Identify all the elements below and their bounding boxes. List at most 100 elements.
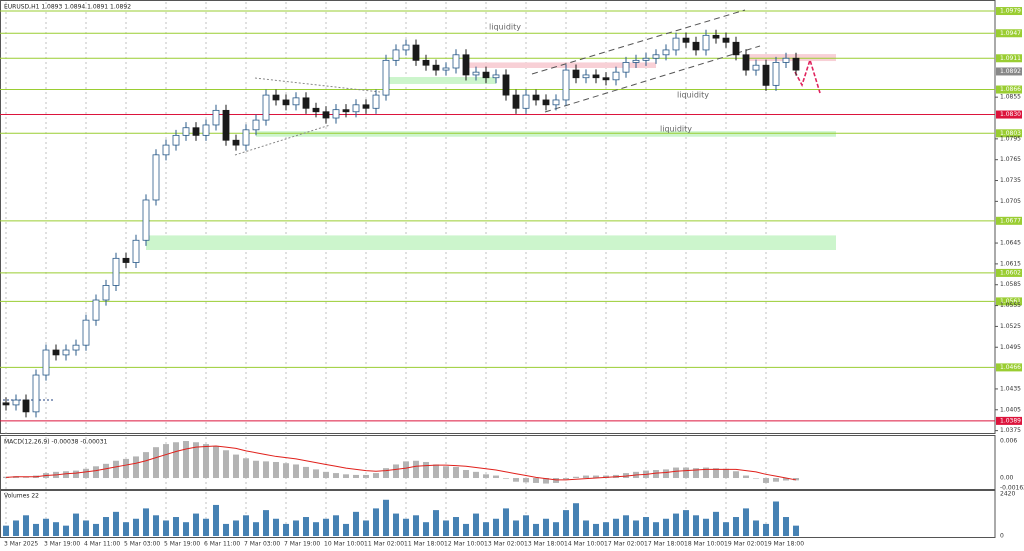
volume-bar bbox=[473, 513, 479, 536]
candle-body bbox=[102, 285, 110, 301]
volume-bar bbox=[203, 518, 209, 536]
candle-body bbox=[632, 59, 640, 63]
candle-body bbox=[612, 71, 620, 81]
y-tick-label: 0.00 bbox=[1000, 475, 1014, 482]
chart-title: EURUSD,H1 1.0893 1.0894 1.0891 1.0892 bbox=[4, 4, 131, 11]
volume-bar bbox=[403, 518, 409, 536]
x-tick-label: 5 Mar 19:00 bbox=[164, 541, 200, 548]
volume-bar bbox=[393, 513, 399, 536]
candle-body bbox=[582, 74, 590, 79]
volume-bar bbox=[753, 520, 759, 536]
macd-bar bbox=[353, 474, 359, 479]
macd-bar bbox=[543, 478, 549, 484]
volume-bar bbox=[663, 518, 669, 536]
x-tick-label: 11 Mar 02:00 bbox=[364, 541, 404, 548]
macd-bar bbox=[223, 450, 229, 479]
volume-bar bbox=[153, 515, 159, 536]
candle-body bbox=[422, 59, 430, 66]
volume-bar bbox=[783, 517, 789, 536]
macd-bar bbox=[453, 466, 459, 479]
candle-body bbox=[232, 139, 240, 146]
x-tick-label: 5 Mar 03:00 bbox=[124, 541, 160, 548]
level-label: 1.0389 bbox=[1000, 417, 1021, 424]
candle-body bbox=[332, 109, 340, 119]
zone bbox=[256, 131, 836, 137]
macd-bar bbox=[463, 470, 469, 479]
volume-bar bbox=[333, 515, 339, 536]
macd-bar bbox=[283, 463, 289, 479]
volume-bar bbox=[713, 511, 719, 536]
y-tick-label: 1.0855 bbox=[1000, 94, 1021, 101]
x-tick-label: 19 Mar 02:00 bbox=[724, 541, 764, 548]
volume-bar bbox=[673, 513, 679, 536]
volume-bar bbox=[53, 522, 59, 536]
current-price-box bbox=[996, 67, 1022, 76]
candle-body bbox=[312, 107, 320, 113]
volume-bar bbox=[633, 520, 639, 536]
candle-body bbox=[742, 54, 750, 71]
volume-panel-border bbox=[0, 490, 996, 538]
macd-bar bbox=[573, 476, 579, 479]
macd-bar bbox=[23, 477, 29, 479]
candle-body bbox=[692, 41, 700, 51]
candle-body bbox=[452, 54, 460, 69]
candle-body bbox=[552, 99, 560, 106]
macd-bar bbox=[433, 464, 439, 479]
macd-bar bbox=[333, 473, 339, 479]
x-tick-label: 19 Mar 18:00 bbox=[764, 541, 804, 548]
volume-bar bbox=[183, 522, 189, 536]
candle-body bbox=[112, 257, 120, 286]
level-label: 1.0677 bbox=[1000, 217, 1021, 224]
candle-body bbox=[72, 344, 80, 351]
volume-bar bbox=[233, 520, 239, 536]
macd-bar bbox=[713, 468, 719, 479]
macd-bar bbox=[423, 461, 429, 479]
volume-bar bbox=[423, 522, 429, 536]
volume-bar bbox=[43, 518, 49, 536]
candle-body bbox=[522, 94, 530, 109]
candle-body bbox=[92, 299, 100, 321]
macd-bar bbox=[63, 471, 69, 479]
candle-body bbox=[642, 57, 650, 61]
macd-panel-border bbox=[0, 435, 996, 490]
volume-bar bbox=[3, 525, 9, 536]
volume-bar bbox=[63, 525, 69, 536]
volume-bar bbox=[73, 513, 79, 536]
volume-bar bbox=[103, 517, 109, 536]
macd-bar bbox=[383, 468, 389, 479]
candle-body bbox=[472, 71, 480, 76]
candle-body bbox=[212, 109, 220, 126]
level-label: 1.0979 bbox=[1000, 8, 1021, 15]
macd-bar bbox=[273, 461, 279, 479]
level-label: 1.0830 bbox=[1000, 111, 1021, 118]
candle-body bbox=[442, 67, 450, 71]
candle-body bbox=[192, 127, 200, 136]
volume-bar bbox=[33, 523, 39, 536]
channel-lower bbox=[544, 45, 761, 113]
macd-bar bbox=[553, 478, 559, 483]
volume-bar bbox=[193, 513, 199, 536]
volume-bar bbox=[593, 523, 599, 536]
macd-bar bbox=[413, 460, 419, 479]
trend-line bbox=[254, 77, 381, 93]
current-price-label: 1.0892 bbox=[1000, 68, 1021, 75]
volume-bar bbox=[13, 520, 19, 536]
macd-bar bbox=[593, 475, 599, 479]
candle-body bbox=[282, 99, 290, 106]
volume-bar bbox=[343, 523, 349, 536]
macd-bar bbox=[763, 478, 769, 483]
macd-bar bbox=[393, 464, 399, 479]
volume-bar bbox=[293, 520, 299, 536]
volume-bar bbox=[763, 523, 769, 536]
candle-body bbox=[52, 349, 60, 356]
candle-body bbox=[342, 109, 350, 113]
volume-bar bbox=[533, 523, 539, 536]
candle-body bbox=[352, 104, 360, 113]
candle-body bbox=[132, 239, 140, 263]
y-tick-label: 1.0705 bbox=[1000, 198, 1021, 205]
macd-bar bbox=[133, 456, 139, 479]
candle-body bbox=[182, 127, 190, 136]
volume-bar bbox=[23, 515, 29, 536]
macd-bar bbox=[733, 471, 739, 479]
volume-bar bbox=[383, 499, 389, 536]
